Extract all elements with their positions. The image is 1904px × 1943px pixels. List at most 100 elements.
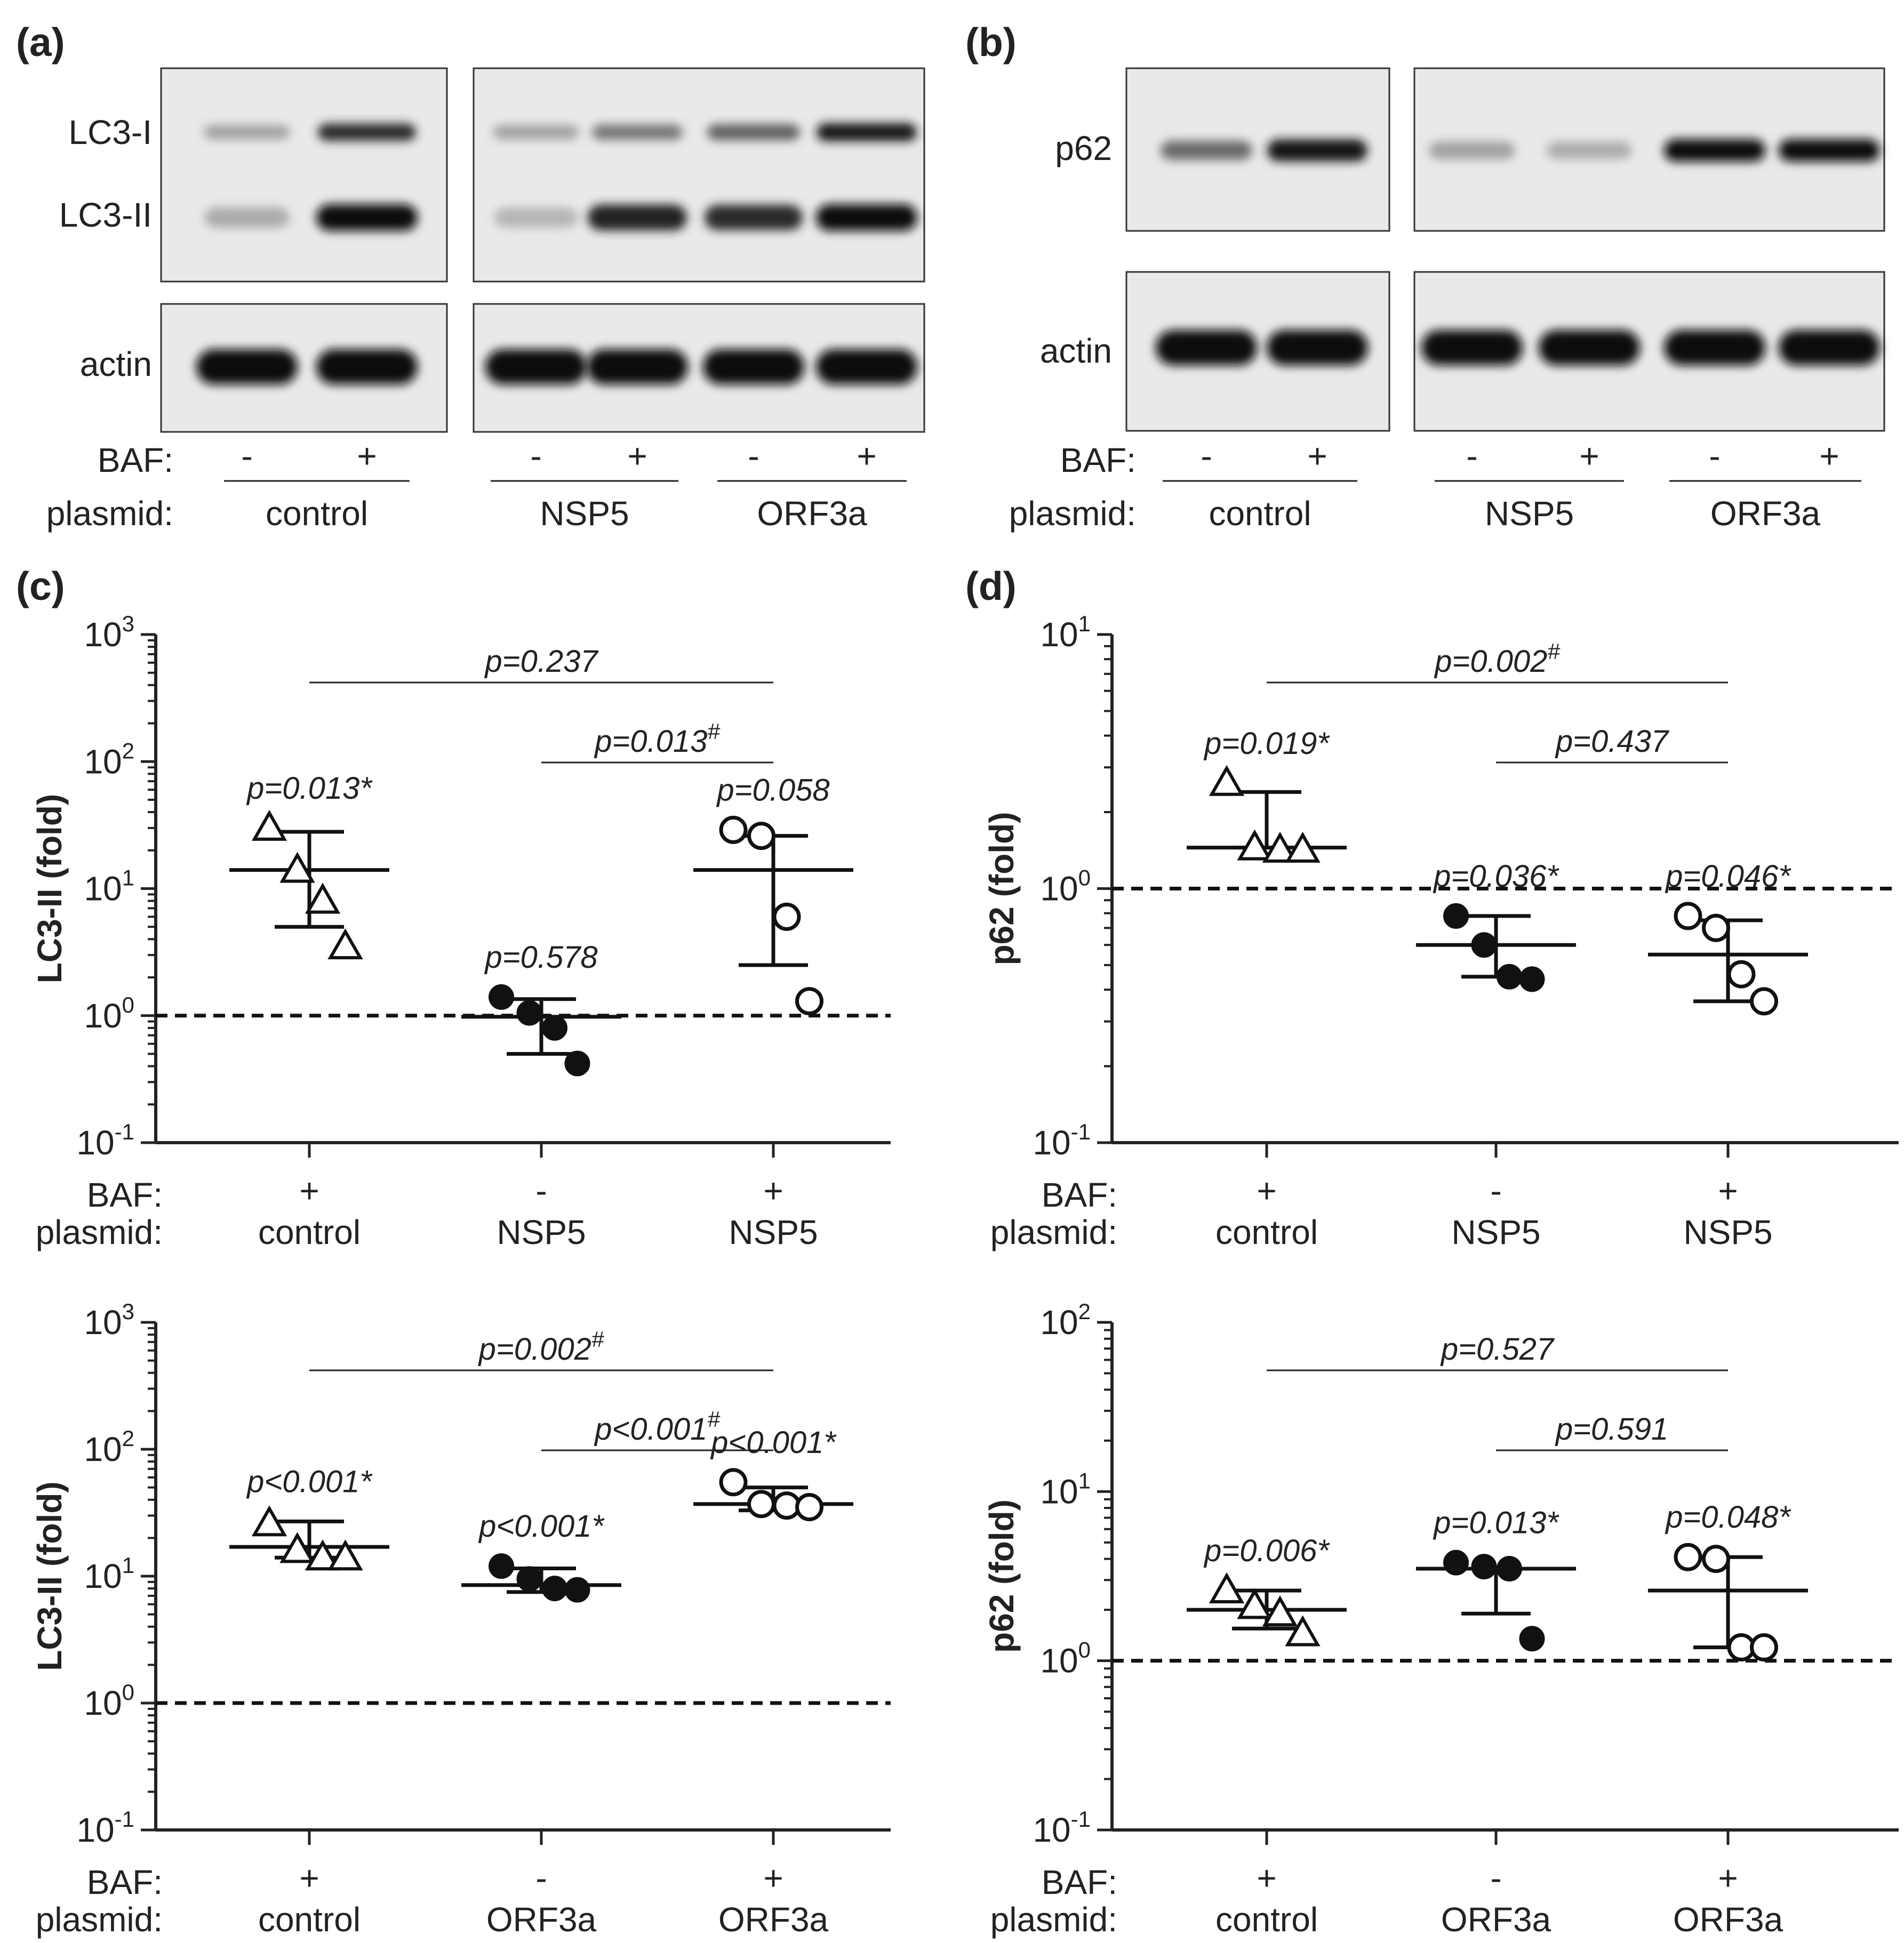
data-point-filled-circle xyxy=(542,1015,567,1041)
data-point-open-circle xyxy=(747,822,775,850)
comparison-pvalue: p=0.591 xyxy=(1555,1412,1668,1447)
x-tick-plasmid: control xyxy=(1215,1900,1318,1939)
y-tick-base: 10 xyxy=(84,1684,122,1722)
data-point-filled-circle xyxy=(1471,932,1497,958)
y-tick-label: 10-1 xyxy=(76,1806,134,1849)
x-tick-baf: + xyxy=(299,1171,319,1210)
group-label: ORF3a xyxy=(1710,494,1821,533)
pvalue-label: p<0.001* xyxy=(478,1509,605,1544)
y-tick-base: 10 xyxy=(84,997,122,1035)
baf-sign: - xyxy=(241,437,252,475)
data-point-triangle xyxy=(305,882,341,914)
comparison-label: p<0.001# xyxy=(594,1407,720,1447)
y-tick-label: 102 xyxy=(1040,1299,1091,1342)
comparison-marker: # xyxy=(707,719,720,744)
blot-band xyxy=(318,123,416,141)
blot-band xyxy=(816,204,917,231)
x-tick-plasmid: ORF3a xyxy=(718,1900,829,1939)
pvalue-label: p=0.036* xyxy=(1433,859,1559,894)
band-label-p62: p62 xyxy=(1055,129,1112,167)
panel-label-b: (b) xyxy=(965,20,1017,65)
blot-frame xyxy=(473,67,925,283)
pvalue-label: p=0.578 xyxy=(484,940,597,975)
data-point-open-circle xyxy=(1750,1633,1778,1662)
group-label: control xyxy=(1209,494,1311,533)
data-point-open-circle xyxy=(1750,987,1778,1016)
band-label-actin: actin xyxy=(1040,332,1112,370)
group-label: control xyxy=(266,494,368,533)
baf-sign: + xyxy=(357,437,377,475)
data-point-open-circle xyxy=(795,987,823,1016)
data-point-triangle xyxy=(1237,1588,1273,1619)
x-tick-baf: + xyxy=(299,1859,319,1897)
y-tick-base: 10 xyxy=(1033,1811,1070,1849)
y-tick-exponent: 3 xyxy=(122,611,134,636)
y-tick-label: 103 xyxy=(84,1299,134,1342)
data-point-open-circle xyxy=(1702,1545,1730,1573)
y-tick-label: 100 xyxy=(84,1680,134,1722)
x-tick-baf: - xyxy=(1490,1859,1501,1897)
blot-band xyxy=(1779,139,1880,162)
pvalue-label: p=0.013* xyxy=(246,771,373,806)
x-tick-baf: - xyxy=(535,1171,547,1210)
x-tick-baf: + xyxy=(1257,1859,1276,1897)
blot-band xyxy=(816,349,917,384)
pvalue-label: p<0.001* xyxy=(710,1425,837,1460)
baf-row-label: BAF: xyxy=(98,441,173,479)
y-tick-exponent: 2 xyxy=(122,1426,134,1451)
data-point-open-circle xyxy=(719,815,748,844)
data-point-filled-circle xyxy=(1497,964,1522,990)
blot-band xyxy=(316,204,418,231)
y-tick-base: 10 xyxy=(76,1123,114,1162)
baf-row-label: BAF: xyxy=(87,1176,163,1214)
data-point-filled-circle xyxy=(1471,1554,1497,1580)
panel-label-c: (c) xyxy=(16,564,65,608)
baf-sign: + xyxy=(1819,437,1839,475)
blot-band xyxy=(204,207,290,228)
y-tick-label: 101 xyxy=(1040,1468,1091,1511)
comparison-pvalue: p=0.013 xyxy=(594,724,707,759)
baf-row-label: BAF: xyxy=(1042,1176,1117,1214)
y-axis-label: p62 (fold) xyxy=(982,1499,1021,1653)
panel-label-a: (a) xyxy=(16,20,65,65)
data-point-triangle xyxy=(1285,831,1321,863)
blot-band xyxy=(1421,330,1523,365)
y-tick-exponent: 2 xyxy=(1078,1299,1091,1324)
data-point-triangle xyxy=(1262,1595,1298,1627)
data-point-open-circle xyxy=(772,1491,801,1520)
baf-sign: - xyxy=(1709,437,1720,475)
band-label-lc3-i: LC3-I xyxy=(69,113,153,151)
x-tick-plasmid: ORF3a xyxy=(486,1900,597,1939)
comparison-label: p=0.237 xyxy=(484,644,599,679)
x-tick-baf: + xyxy=(763,1859,783,1897)
comparison-pvalue: p=0.437 xyxy=(1555,724,1670,759)
data-point-triangle xyxy=(251,1505,287,1537)
y-tick-base: 10 xyxy=(84,1303,122,1342)
x-tick-plasmid: ORF3a xyxy=(1673,1900,1783,1939)
data-point-open-circle xyxy=(1674,902,1702,930)
x-tick-plasmid: NSP5 xyxy=(1683,1213,1772,1251)
plasmid-row-label: plasmid: xyxy=(1009,494,1136,533)
comparison-label: p=0.591 xyxy=(1555,1412,1668,1447)
blot-panel-b: p62 actin BAF: plasmid: - + - + - + control NSP5 ORF… xyxy=(1009,67,1885,533)
data-point-filled-circle xyxy=(1497,1556,1522,1582)
y-tick-label: 100 xyxy=(1040,865,1091,908)
plasmid-row-label: plasmid: xyxy=(990,1213,1117,1251)
blot-band xyxy=(592,124,683,140)
baf-sign: + xyxy=(1307,437,1327,475)
pvalue-label: p=0.006* xyxy=(1203,1533,1330,1568)
y-tick-base: 10 xyxy=(1033,1123,1070,1162)
data-point-filled-circle xyxy=(1443,1549,1469,1576)
y-tick-label: 100 xyxy=(1040,1637,1091,1680)
data-point-triangle xyxy=(327,928,363,960)
comparison-pvalue: p<0.001 xyxy=(594,1412,707,1447)
blot-band xyxy=(1156,330,1257,365)
y-tick-base: 10 xyxy=(84,870,122,908)
y-tick-label: 102 xyxy=(84,1426,134,1468)
y-tick-exponent: -1 xyxy=(1071,1806,1091,1832)
blot-band xyxy=(494,207,578,228)
data-point-filled-circle xyxy=(564,1050,590,1077)
comparison-marker: # xyxy=(591,1327,604,1352)
